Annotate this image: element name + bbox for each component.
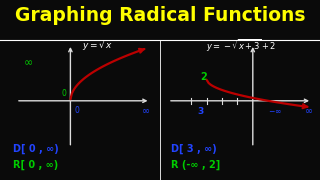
Text: 0: 0	[74, 106, 79, 115]
Text: $-\infty$: $-\infty$	[268, 107, 282, 116]
Text: ∞: ∞	[141, 106, 150, 116]
Text: 3: 3	[197, 107, 203, 116]
Text: Graphing Radical Functions: Graphing Radical Functions	[15, 6, 305, 25]
Text: D[ 0 , ∞): D[ 0 , ∞)	[13, 143, 59, 154]
Text: ∞: ∞	[305, 106, 313, 116]
Text: 0: 0	[61, 89, 67, 98]
Text: ∞: ∞	[24, 58, 33, 68]
Text: $y = -\sqrt{x+3} + 2$: $y = -\sqrt{x+3} + 2$	[206, 38, 277, 54]
Text: $y = \sqrt{x}$: $y = \sqrt{x}$	[82, 39, 114, 53]
Text: R[ 0 , ∞): R[ 0 , ∞)	[13, 159, 58, 170]
Text: 2: 2	[200, 71, 207, 82]
Text: D[ 3 , ∞): D[ 3 , ∞)	[171, 143, 217, 154]
Text: R (-∞ , 2]: R (-∞ , 2]	[171, 159, 220, 170]
